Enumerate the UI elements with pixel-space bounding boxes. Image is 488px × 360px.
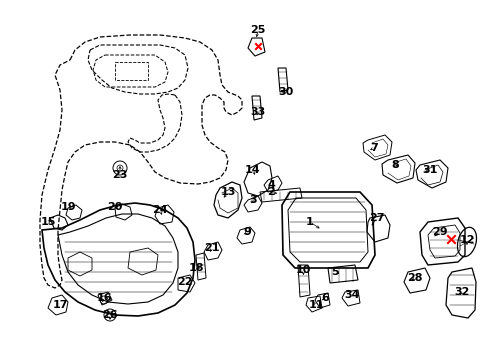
Text: 12: 12 bbox=[458, 235, 474, 245]
Text: 6: 6 bbox=[321, 293, 328, 303]
Text: 19: 19 bbox=[60, 202, 76, 212]
Text: 28: 28 bbox=[407, 273, 422, 283]
Text: 27: 27 bbox=[368, 213, 384, 223]
Text: 29: 29 bbox=[431, 227, 447, 237]
Text: 32: 32 bbox=[453, 287, 469, 297]
Text: 13: 13 bbox=[220, 187, 235, 197]
Text: 34: 34 bbox=[344, 290, 359, 300]
Text: 5: 5 bbox=[330, 267, 338, 277]
Text: 15: 15 bbox=[40, 217, 56, 227]
Text: 1: 1 bbox=[305, 217, 313, 227]
Text: 31: 31 bbox=[422, 165, 437, 175]
Text: 22: 22 bbox=[177, 277, 192, 287]
Text: 7: 7 bbox=[369, 143, 377, 153]
Text: 18: 18 bbox=[188, 263, 203, 273]
Text: 10: 10 bbox=[295, 265, 310, 275]
Text: 26: 26 bbox=[102, 310, 118, 320]
Text: 30: 30 bbox=[278, 87, 293, 97]
Text: 9: 9 bbox=[243, 227, 250, 237]
Text: 25: 25 bbox=[250, 25, 265, 35]
Text: 33: 33 bbox=[250, 107, 265, 117]
Text: 16: 16 bbox=[97, 293, 113, 303]
Text: 24: 24 bbox=[152, 205, 167, 215]
Text: 21: 21 bbox=[204, 243, 219, 253]
Text: 4: 4 bbox=[266, 180, 274, 190]
Text: 17: 17 bbox=[52, 300, 68, 310]
Text: 2: 2 bbox=[266, 187, 274, 197]
Text: 14: 14 bbox=[244, 165, 260, 175]
Text: 8: 8 bbox=[390, 160, 398, 170]
Text: 11: 11 bbox=[307, 300, 323, 310]
Text: 20: 20 bbox=[107, 202, 122, 212]
Text: 23: 23 bbox=[112, 170, 127, 180]
Text: 3: 3 bbox=[249, 195, 256, 205]
